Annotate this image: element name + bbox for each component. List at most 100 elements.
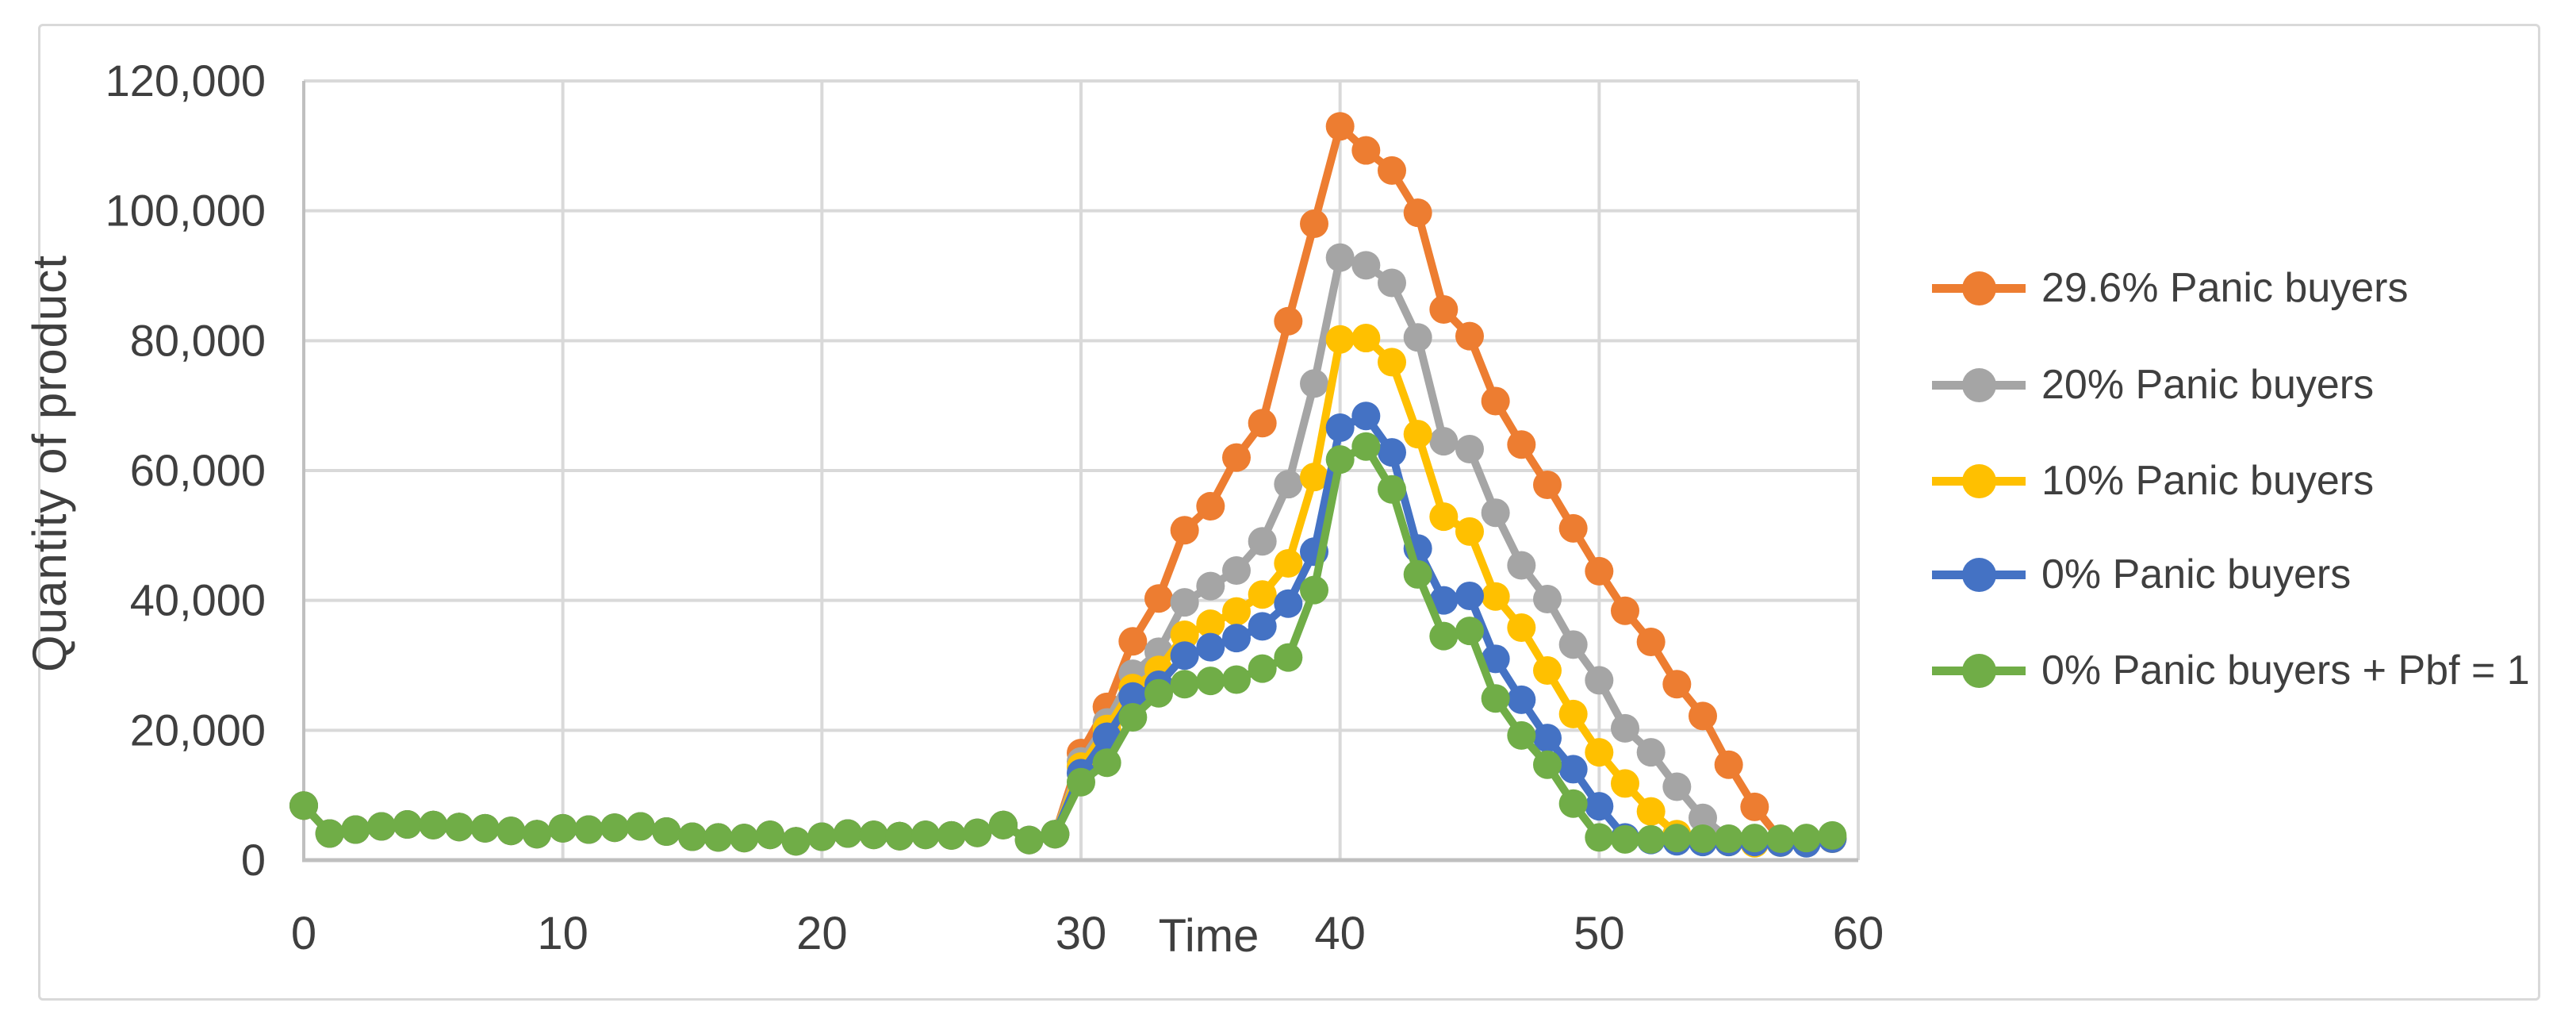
data-point <box>1325 243 1355 272</box>
legend-line-marker-icon <box>1932 270 2026 306</box>
data-point <box>1455 434 1484 463</box>
legend-item: 29.6% Panic buyers <box>1932 265 2409 311</box>
data-point <box>1403 323 1432 352</box>
data-point <box>1455 581 1484 610</box>
data-point <box>807 822 837 851</box>
data-point <box>1429 621 1459 651</box>
data-point <box>963 818 992 847</box>
data-point <box>1714 824 1743 853</box>
data-point <box>1662 670 1692 699</box>
legend-item: 20% Panic buyers <box>1932 362 2374 408</box>
data-point <box>652 816 681 846</box>
data-point <box>1274 470 1303 499</box>
data-point <box>1378 438 1406 467</box>
data-point <box>1300 369 1328 398</box>
data-point <box>1429 295 1459 325</box>
y-tick-label: 60,000 <box>130 445 266 495</box>
data-point <box>1585 792 1614 821</box>
data-point <box>703 823 733 852</box>
data-point <box>1325 112 1355 141</box>
data-point <box>1300 575 1328 605</box>
data-point <box>1196 632 1225 662</box>
data-point <box>1662 824 1692 853</box>
data-point <box>1170 588 1199 617</box>
data-point <box>1300 463 1328 492</box>
legend-label: 29.6% Panic buyers <box>2041 265 2409 311</box>
data-point <box>1274 589 1303 618</box>
series-line-29-6-panic-buyers <box>300 122 1837 847</box>
data-point <box>1403 420 1432 449</box>
legend-line-marker-icon <box>1932 556 2026 593</box>
x-tick-label: 60 <box>1833 908 1884 959</box>
data-point <box>1222 556 1251 586</box>
y-tick-label: 120,000 <box>105 56 266 106</box>
legend-item: 0% Panic buyers + Pbf = 1 <box>1932 647 2530 694</box>
data-point <box>781 827 811 856</box>
data-point <box>1196 492 1225 521</box>
data-point <box>1300 209 1328 239</box>
data-point <box>937 820 966 850</box>
data-point <box>419 810 448 840</box>
data-point <box>1766 824 1795 853</box>
data-point <box>1611 713 1639 743</box>
x-tick-label: 50 <box>1574 908 1625 959</box>
data-point <box>1170 516 1199 545</box>
data-point <box>1429 427 1459 456</box>
data-point <box>1533 656 1562 686</box>
data-point <box>1144 584 1173 613</box>
data-point <box>1378 268 1406 298</box>
data-point <box>1481 498 1510 528</box>
data-point <box>1118 682 1148 711</box>
data-point <box>756 820 784 850</box>
data-point <box>1222 624 1251 653</box>
data-point <box>1325 445 1355 474</box>
data-point <box>1170 641 1199 670</box>
x-tick-label: 30 <box>1056 908 1107 959</box>
data-point <box>1558 513 1588 543</box>
data-point <box>1818 820 1847 850</box>
legend-label: 0% Panic buyers <box>2041 551 2352 597</box>
data-point <box>1611 596 1639 625</box>
data-point <box>1248 654 1277 683</box>
data-point <box>989 810 1018 840</box>
data-point <box>496 816 526 846</box>
y-tick-label: 100,000 <box>105 186 266 236</box>
y-tick-labels: 0 20,000 40,000 60,000 80,000 100,000 120,000 <box>105 56 266 885</box>
x-tick-label: 40 <box>1314 908 1366 959</box>
data-point <box>1740 792 1769 821</box>
legend-label: 20% Panic buyers <box>2041 362 2375 408</box>
data-point <box>1689 701 1717 731</box>
legend-dot-icon <box>1962 271 1996 305</box>
data-point <box>1611 824 1639 854</box>
data-point <box>1507 551 1536 580</box>
data-point <box>911 820 940 850</box>
data-point <box>1507 685 1536 714</box>
data-point <box>445 813 473 842</box>
series-29-6-panic-buyers <box>289 112 1847 857</box>
data-point <box>1067 767 1095 797</box>
legend-line-marker-icon <box>1932 367 2026 403</box>
data-point <box>1222 597 1251 626</box>
data-point <box>1481 582 1510 611</box>
data-point <box>1170 620 1199 650</box>
legend-dot-icon <box>1962 654 1996 688</box>
data-point <box>1507 430 1536 459</box>
legend-label: 10% Panic buyers <box>2041 458 2375 504</box>
y-axis-title: Quantity of product <box>23 255 76 672</box>
data-point <box>1403 198 1432 228</box>
data-point <box>1636 824 1666 854</box>
legend-item: 10% Panic buyers <box>1932 458 2374 504</box>
data-point <box>1585 738 1614 767</box>
data-point <box>1403 559 1432 589</box>
legend-item: 0% Panic buyers <box>1932 551 2352 597</box>
data-point <box>1636 797 1666 826</box>
data-point <box>1481 644 1510 674</box>
data-point <box>859 820 888 850</box>
data-point <box>1533 471 1562 500</box>
data-point <box>1274 643 1303 672</box>
data-point <box>1662 772 1692 801</box>
data-point <box>289 791 318 820</box>
data-point <box>1585 666 1614 695</box>
data-point <box>1274 306 1303 336</box>
